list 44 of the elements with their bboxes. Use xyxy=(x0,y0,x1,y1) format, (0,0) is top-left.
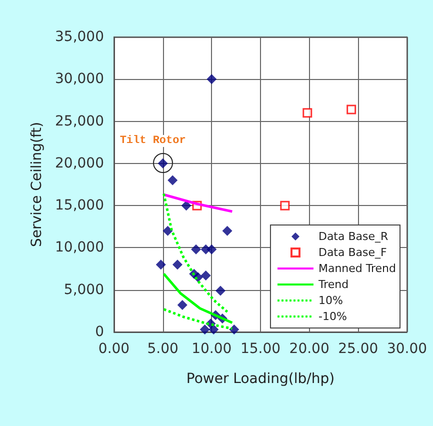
point xyxy=(206,244,217,254)
y-tick-label: 35,000 xyxy=(55,29,104,45)
x-tick-label: 15.00 xyxy=(240,341,281,357)
point xyxy=(222,226,232,236)
x-tick-label: 10.00 xyxy=(192,341,232,357)
line-series xyxy=(162,272,234,324)
point xyxy=(208,324,219,334)
legend-label: 10% xyxy=(318,294,343,307)
x-tick-label: 30.00 xyxy=(386,341,428,357)
x-tick-label: 20.00 xyxy=(289,341,330,357)
point xyxy=(168,175,178,186)
y-tick-label: 5,000 xyxy=(64,282,104,298)
y-axis-title: Service Ceiling(ft) xyxy=(29,122,46,248)
y-tick-label: 10,000 xyxy=(55,240,104,256)
point xyxy=(346,104,356,114)
point xyxy=(206,74,217,84)
x-tick-label: 0.00 xyxy=(98,341,130,357)
point xyxy=(200,270,211,281)
point xyxy=(156,260,166,270)
annotation: Tilt Rotor xyxy=(118,135,187,148)
point xyxy=(162,226,173,236)
x-tick-label: 25.00 xyxy=(338,341,378,357)
point xyxy=(215,286,226,296)
point xyxy=(280,200,290,210)
point xyxy=(177,300,188,310)
y-tick-label: 25,000 xyxy=(55,113,104,130)
x-tick-label: 5.00 xyxy=(147,341,178,357)
legend-label: Data Base_F xyxy=(318,246,387,259)
point xyxy=(181,200,192,211)
point xyxy=(302,108,312,118)
legend-label: Data Base_R xyxy=(318,230,389,243)
legend-label: Manned Trend xyxy=(318,262,396,275)
y-tick-label: 30,000 xyxy=(55,71,104,88)
point xyxy=(229,324,240,334)
point xyxy=(172,260,182,270)
y-tick-label: 0 xyxy=(95,324,104,340)
point xyxy=(191,244,202,254)
line-series xyxy=(162,192,229,314)
point xyxy=(200,324,210,334)
legend-label: -10% xyxy=(318,310,347,323)
y-tick-label: 20,000 xyxy=(55,155,104,172)
legend-label: Trend xyxy=(317,278,349,291)
x-axis-title: Power Loading(lb/hp) xyxy=(186,371,335,387)
y-tick-label: 15,000 xyxy=(55,198,104,214)
